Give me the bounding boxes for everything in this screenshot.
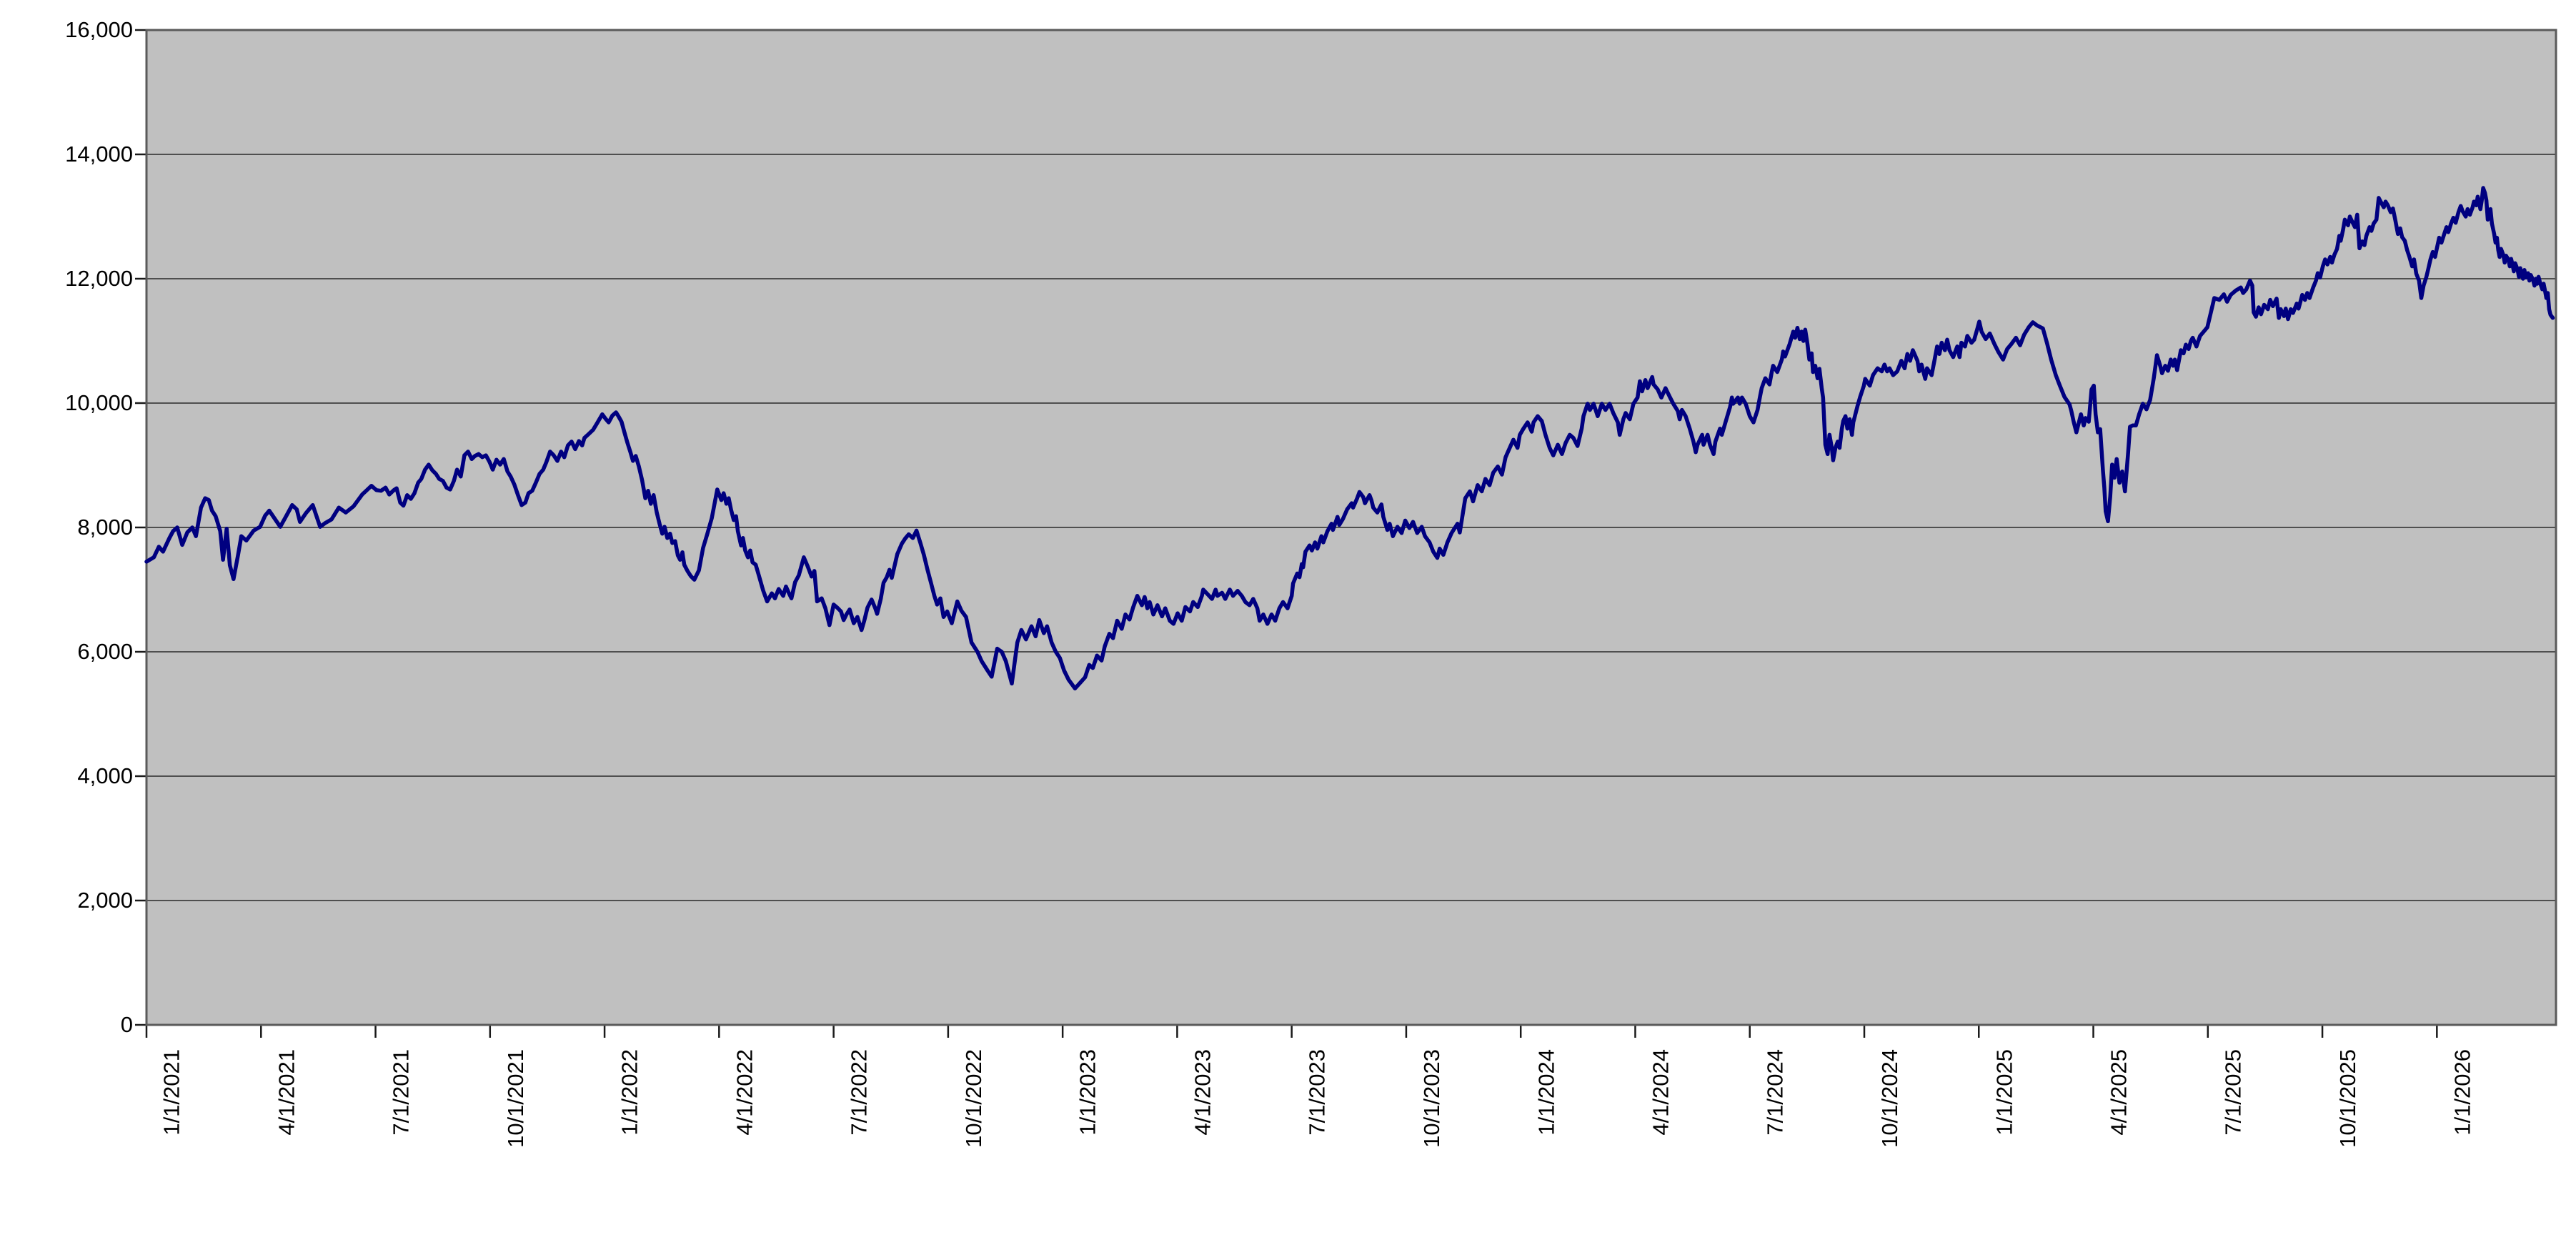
data-series-line — [144, 186, 2555, 691]
x-axis-tick-label: 7/1/2024 — [1762, 1049, 1788, 1136]
x-axis-tick-label: 1/1/2025 — [1991, 1049, 2017, 1136]
x-axis-tick-label: 7/1/2025 — [2220, 1049, 2246, 1136]
x-axis-tick-label: 1/1/2021 — [159, 1049, 184, 1136]
x-axis-tick-label: 1/1/2024 — [1533, 1049, 1559, 1136]
x-axis-tick-label: 10/1/2023 — [1418, 1049, 1444, 1148]
x-axis-tick-label: 10/1/2025 — [2335, 1049, 2361, 1148]
x-axis-tick-label: 10/1/2024 — [1877, 1049, 1902, 1148]
x-axis-tick-label: 7/1/2022 — [846, 1049, 872, 1136]
x-axis-tick-label: 4/1/2025 — [2106, 1049, 2132, 1136]
y-axis-tick-label: 12,000 — [65, 266, 133, 291]
y-axis-tick-label: 4,000 — [77, 763, 133, 788]
x-axis-tick-label: 4/1/2024 — [1648, 1049, 1674, 1136]
y-axis-tick-label: 14,000 — [65, 142, 133, 167]
x-axis-tick-label: 10/1/2022 — [960, 1049, 986, 1148]
x-axis-tick-label: 7/1/2023 — [1304, 1049, 1330, 1136]
y-axis-tick-label: 8,000 — [77, 515, 133, 540]
x-axis-tick-label: 7/1/2021 — [388, 1049, 414, 1136]
x-axis-tick-label: 1/1/2022 — [617, 1049, 643, 1136]
x-axis-tick-label: 1/1/2026 — [2450, 1049, 2475, 1136]
x-axis-tick-label: 4/1/2023 — [1190, 1049, 1215, 1136]
y-axis-tick-label: 10,000 — [65, 390, 133, 415]
gridline-group — [146, 154, 2556, 901]
tick-mark-group — [135, 29, 2438, 1038]
y-axis-tick-label: 6,000 — [77, 639, 133, 664]
y-axis-tick-label: 0 — [120, 1012, 133, 1037]
x-axis-tick-label: 4/1/2021 — [274, 1049, 299, 1136]
y-axis-tick-label: 2,000 — [77, 888, 133, 913]
x-axis-tick-label: 1/1/2023 — [1075, 1049, 1101, 1136]
plot-area-border — [145, 29, 2557, 1026]
y-axis-tick-label: 16,000 — [65, 17, 133, 42]
x-axis-tick-label: 10/1/2021 — [502, 1049, 528, 1148]
x-axis-tick-label: 4/1/2022 — [732, 1049, 757, 1136]
